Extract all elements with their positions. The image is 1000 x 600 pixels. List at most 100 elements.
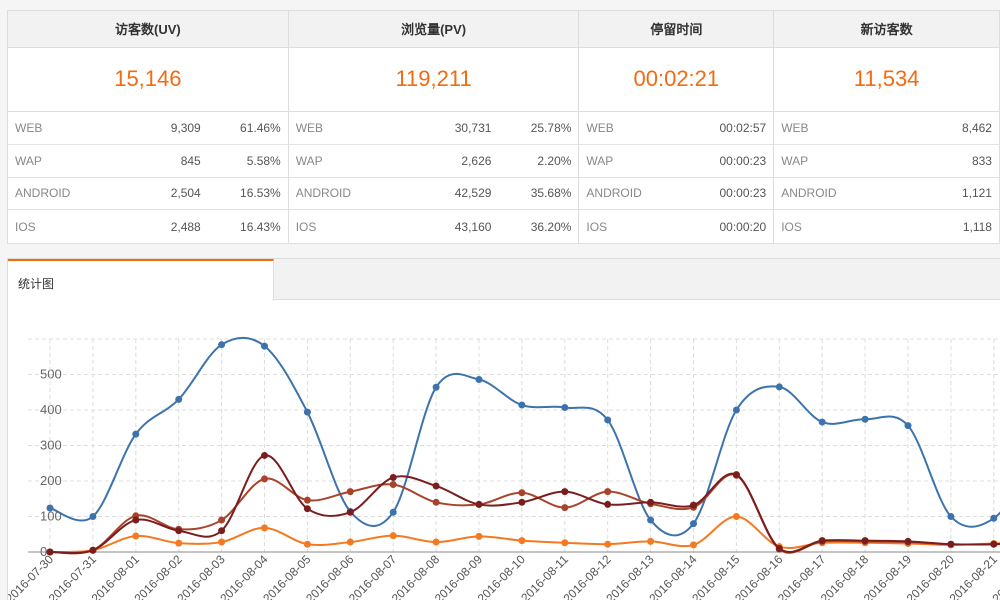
series-line: [49, 454, 1000, 555]
data-point: [561, 488, 569, 496]
data-point: [904, 422, 912, 430]
data-point: [604, 500, 612, 508]
data-point: [990, 540, 998, 548]
platform-label: IOS: [586, 219, 608, 234]
platform-value: 43,160: [454, 219, 492, 234]
data-point: [518, 498, 526, 506]
y-tick-label: 400: [40, 402, 62, 417]
data-point: [475, 375, 483, 383]
platform-percent: 5.58%: [246, 153, 281, 168]
data-point: [604, 416, 612, 424]
stat-row: ANDROID 2,504 16.53%: [8, 178, 288, 211]
platform-value: 8,462: [961, 120, 992, 135]
data-point: [561, 539, 569, 547]
data-point: [261, 451, 268, 459]
y-tick-label: 200: [40, 473, 62, 488]
y-tick-label: 300: [40, 438, 62, 453]
stat-row: IOS 2,488 16.43%: [8, 210, 288, 243]
data-point: [46, 504, 54, 512]
platform-value: 2,626: [461, 153, 492, 168]
stat-row: WAP 2,626 2.20%: [288, 145, 579, 178]
data-point: [303, 408, 311, 416]
data-point: [475, 500, 483, 508]
data-point: [732, 471, 740, 479]
platform-label: IOS: [295, 219, 317, 234]
tab-chart[interactable]: 统计图: [8, 259, 274, 301]
platform-value: 845: [180, 153, 201, 168]
stat-row: WEB 8,462: [774, 112, 999, 145]
data-point: [389, 508, 397, 516]
data-point: [218, 527, 226, 535]
data-point: [303, 505, 311, 513]
platform-label: ANDROID: [781, 186, 837, 201]
data-point: [861, 537, 869, 545]
data-point: [218, 538, 226, 546]
platform-label: IOS: [781, 219, 802, 234]
stat-value: 15,146: [8, 48, 288, 113]
platform-label: WAP: [295, 153, 323, 168]
data-point: [947, 540, 955, 548]
platform-value: 00:00:23: [719, 186, 767, 201]
data-point: [346, 488, 354, 496]
stat-panel: 新访客数 11,534 WEB 8,462 WAP 833 ANDROID 1,…: [774, 11, 1000, 243]
data-point: [690, 520, 697, 528]
data-point: [89, 546, 97, 554]
platform-percent: 2.20%: [537, 153, 572, 168]
data-point: [518, 489, 526, 497]
platform-value: 30,731: [454, 120, 492, 135]
data-point: [218, 516, 226, 524]
platform-percent: 61.46%: [240, 120, 281, 135]
stat-panel: 浏览量(PV) 119,211 WEB 30,731 25.78% WAP 2,…: [288, 11, 580, 243]
stats-table: 访客数(UV) 15,146 WEB 9,309 61.46% WAP 845 …: [7, 10, 1000, 244]
platform-value: 1,121: [961, 186, 992, 201]
data-point: [389, 532, 397, 540]
stat-title: 停留时间: [579, 11, 774, 48]
data-point: [604, 540, 612, 548]
data-point: [432, 482, 440, 490]
data-point: [947, 513, 955, 520]
data-point: [647, 498, 655, 506]
data-point: [303, 540, 311, 548]
stat-row: WAP 833: [774, 145, 999, 178]
platform-value: 1,118: [962, 219, 992, 234]
data-point: [432, 538, 440, 546]
platform-label: WAP: [15, 153, 42, 168]
stat-value: 00:02:21: [579, 48, 774, 113]
data-point: [690, 501, 697, 509]
platform-label: ANDROID: [15, 186, 71, 201]
data-point: [990, 514, 998, 522]
data-point: [261, 524, 268, 532]
stat-row: WEB 9,309 61.46%: [8, 112, 288, 145]
data-point: [775, 544, 783, 552]
platform-value: 00:02:57: [719, 120, 767, 135]
chart-panel: 统计图 01002003004005002016-07-302016-07-31…: [7, 258, 1000, 600]
data-point: [561, 504, 569, 512]
data-point: [261, 475, 268, 483]
platform-percent: 35.68%: [530, 186, 572, 201]
platform-label: ANDROID: [586, 186, 642, 201]
data-point: [518, 401, 526, 409]
stat-row: WAP 845 5.58%: [8, 145, 288, 178]
platform-percent: 16.43%: [240, 219, 281, 234]
platform-label: IOS: [15, 219, 36, 234]
data-point: [861, 415, 869, 423]
data-point: [346, 538, 354, 546]
platform-percent: 36.20%: [530, 219, 572, 234]
stat-row: IOS 1,118: [774, 210, 999, 243]
platform-label: WEB: [781, 120, 809, 135]
series-line: [49, 336, 1000, 537]
stat-row: IOS 43,160 36.20%: [289, 210, 579, 243]
platform-value: 00:00:20: [719, 219, 767, 234]
stat-value: 119,211: [288, 48, 579, 113]
platform-label: WEB: [15, 120, 43, 135]
data-point: [818, 537, 826, 545]
stat-title: 浏览量(PV): [288, 11, 579, 48]
data-point: [175, 539, 183, 547]
data-point: [561, 404, 569, 412]
stat-panel: 访客数(UV) 15,146 WEB 9,309 61.46% WAP 845 …: [8, 11, 289, 243]
platform-label: ANDROID: [295, 186, 352, 201]
stat-row: WEB 30,731 25.78%: [288, 112, 579, 145]
stat-panel: 停留时间 00:02:21 WEB 00:02:57 WAP 00:00:23 …: [579, 11, 775, 243]
platform-value: 00:00:23: [719, 153, 767, 168]
data-point: [818, 418, 826, 426]
